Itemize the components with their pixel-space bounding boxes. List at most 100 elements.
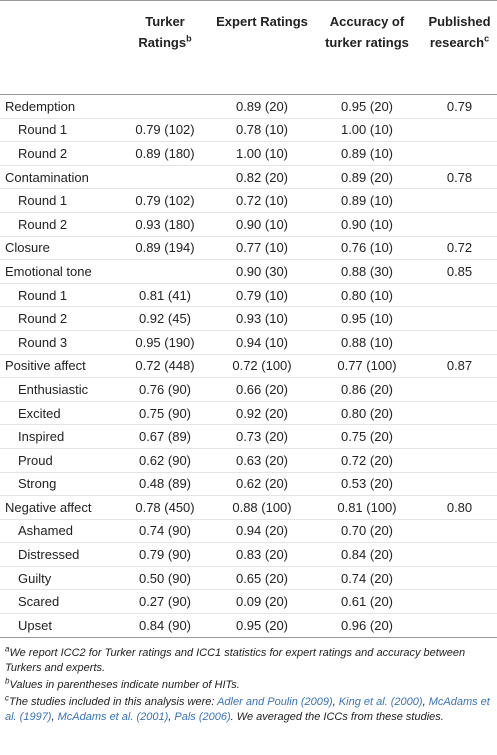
cell: 0.66 (20)	[235, 381, 289, 397]
row-label: Ashamed	[18, 523, 73, 539]
empty-cell	[422, 330, 497, 354]
cell: 0.89 (180)	[135, 145, 195, 161]
row-label: Strong	[18, 476, 57, 492]
cell: 1.00 (10)	[235, 145, 289, 161]
row-label: Contamination	[5, 169, 89, 185]
row-label: Round 1	[18, 122, 68, 138]
cell: 0.62 (20)	[235, 476, 289, 492]
table-row: Round 1 0.79 (102) 0.72 (10) 0.89 (10)	[0, 189, 497, 213]
empty-cell	[422, 189, 497, 213]
footnote-text: Values in parentheses indicate number of…	[9, 678, 240, 691]
cell: 0.95 (20)	[235, 617, 289, 633]
row-label: Round 2	[18, 216, 68, 232]
cell: 0.93 (10)	[235, 311, 289, 327]
cell: 0.89 (20)	[235, 98, 289, 114]
empty-cell	[118, 95, 212, 119]
empty-cell	[422, 401, 497, 425]
citation-link[interactable]: McAdams et al. (2001)	[57, 710, 169, 723]
table-row: Distressed 0.79 (90) 0.83 (20) 0.84 (20)	[0, 543, 497, 567]
table-row: Proud 0.62 (90) 0.63 (20) 0.72 (20)	[0, 448, 497, 472]
cell: 0.79 (102)	[135, 193, 195, 209]
cell: 0.75 (20)	[340, 429, 394, 445]
cell: 0.50 (90)	[138, 570, 192, 586]
footnote-text: ,	[422, 695, 429, 708]
cell: 0.72	[446, 240, 473, 256]
empty-cell	[422, 212, 497, 236]
header-text: Accuracy of turker ratings	[325, 14, 409, 50]
table-row: Inspired 0.67 (89) 0.73 (20) 0.75 (20)	[0, 425, 497, 449]
cell: 0.79 (90)	[138, 547, 192, 563]
cell: 0.92 (45)	[138, 311, 192, 327]
row-label: Proud	[18, 452, 53, 468]
footnote: bValues in parentheses indicate number o…	[5, 677, 492, 693]
column-header: Accuracy of turker ratings	[312, 1, 422, 95]
cell: 0.85	[446, 263, 473, 279]
cell: 0.89 (10)	[340, 193, 394, 209]
table-row: Negative affect 0.78 (450) 0.88 (100) 0.81 …	[0, 496, 497, 520]
footnote-text: ,	[332, 695, 339, 708]
cell: 0.89 (194)	[135, 240, 195, 256]
cell: 0.27 (90)	[138, 594, 192, 610]
row-label: Distressed	[18, 547, 80, 563]
cell: 0.72 (448)	[135, 358, 195, 374]
cell: 0.92 (20)	[235, 405, 289, 421]
row-label: Round 2	[18, 145, 68, 161]
table-row: Enthusiastic 0.76 (90) 0.66 (20) 0.86 (20)	[0, 378, 497, 402]
row-label: Redemption	[5, 98, 76, 114]
cell: 1.00 (10)	[340, 122, 394, 138]
table-row: Contamination 0.82 (20) 0.89 (20) 0.78	[0, 165, 497, 189]
footnote-text: The studies included in this analysis we…	[9, 695, 218, 708]
footnote-mark: c	[5, 693, 9, 702]
cell: 0.80 (10)	[340, 287, 394, 303]
cell: 0.84 (20)	[340, 547, 394, 563]
cell: 0.72 (20)	[340, 452, 394, 468]
cell: 0.74 (90)	[138, 523, 192, 539]
citation-link[interactable]: Adler and Poulin (2009)	[217, 695, 333, 708]
citation-link[interactable]: Pals (2006)	[174, 710, 231, 723]
row-label: Excited	[18, 405, 61, 421]
header-footnote-mark: c	[484, 33, 490, 44]
table-row: Upset 0.84 (90) 0.95 (20) 0.96 (20)	[0, 614, 497, 638]
table-row: Round 2 0.93 (180) 0.90 (10) 0.90 (10)	[0, 212, 497, 237]
footnote: cThe studies included in this analysis w…	[5, 693, 492, 725]
row-label: Negative affect	[5, 499, 92, 515]
table-row: Strong 0.48 (89) 0.62 (20) 0.53 (20)	[0, 472, 497, 496]
citation-link[interactable]: King et al. (2000)	[338, 695, 423, 708]
row-label: Round 1	[18, 193, 68, 209]
cell: 0.94 (20)	[235, 523, 289, 539]
table-row: Positive affect 0.72 (448) 0.72 (100) 0.77 …	[0, 354, 497, 378]
table-row: Round 3 0.95 (190) 0.94 (10) 0.88 (10)	[0, 330, 497, 355]
table-row: Emotional tone 0.90 (30) 0.88 (30) 0.85	[0, 260, 497, 284]
header-text: Expert Ratings	[216, 14, 308, 29]
cell: 0.78	[446, 169, 473, 185]
header-row: Turker Ratingsb Expert Ratings Accuracy of…	[0, 0, 497, 95]
citation-link[interactable]: McAdams et al. (1997)	[5, 695, 490, 723]
cell: 0.93 (180)	[135, 216, 195, 232]
cell: 0.87	[446, 358, 473, 374]
footnote-text: ,	[168, 710, 175, 723]
empty-cell	[422, 425, 497, 449]
empty-cell	[422, 307, 497, 331]
row-label: Round 2	[18, 311, 68, 327]
table-row: Scared 0.27 (90) 0.09 (20) 0.61 (20)	[0, 590, 497, 614]
cell: 0.86 (20)	[340, 381, 394, 397]
footnote-text: We report ICC2 for Turker ratings and IC…	[5, 646, 466, 674]
table-body: Redemption 0.89 (20) 0.95 (20) 0.79 Round 1 0…	[0, 95, 497, 638]
table-row: Excited 0.75 (90) 0.92 (20) 0.80 (20)	[0, 401, 497, 425]
row-label: Positive affect	[5, 358, 86, 374]
header-text: Turker Ratings	[138, 14, 187, 50]
cell: 0.95 (190)	[135, 334, 195, 350]
cell: 0.90 (10)	[235, 216, 289, 232]
cell: 0.88 (100)	[232, 499, 292, 515]
table-row: Round 2 0.92 (45) 0.93 (10) 0.95 (10)	[0, 307, 497, 331]
cell: 0.81 (41)	[138, 287, 192, 303]
row-label: Closure	[5, 240, 50, 256]
cell: 0.72 (100)	[232, 358, 292, 374]
empty-cell	[422, 566, 497, 590]
row-label: Emotional tone	[5, 263, 92, 279]
header-text: Published research	[428, 14, 491, 50]
empty-cell	[422, 519, 497, 543]
empty-cell	[422, 590, 497, 614]
empty-cell	[422, 543, 497, 567]
